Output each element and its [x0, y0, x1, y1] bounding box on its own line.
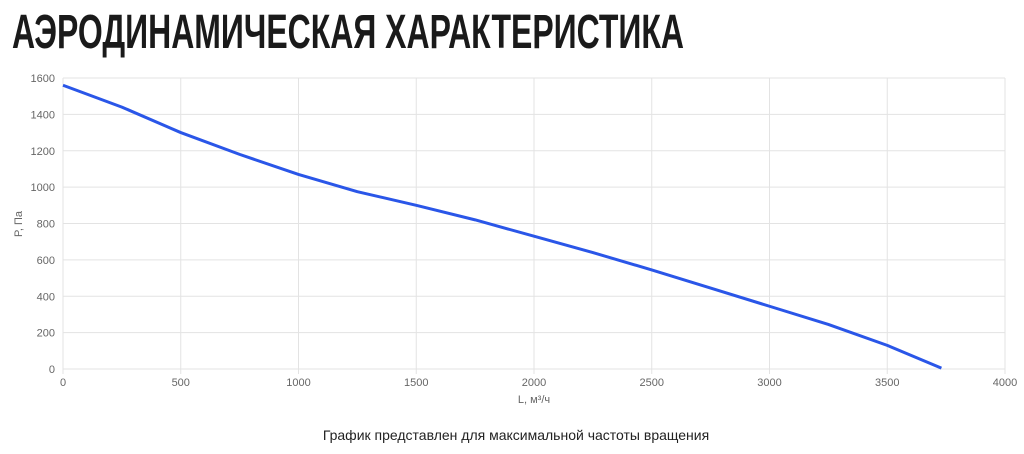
x-tick-label: 4000: [993, 377, 1017, 389]
line: [62, 83, 942, 370]
x-axis-label: L, м³/ч: [518, 394, 550, 406]
y-tick-label: 200: [37, 328, 55, 340]
x-tick-label: 3500: [875, 377, 899, 389]
x-tick-label: 2000: [522, 377, 546, 389]
x-tick-label: 500: [172, 377, 190, 389]
y-tick-label: 1400: [31, 109, 55, 121]
y-tick-label: 600: [37, 255, 55, 267]
x-tick-label: 1500: [404, 377, 428, 389]
x-tick-label: 2500: [640, 377, 664, 389]
y-tick-label: 1600: [31, 73, 55, 85]
y-axis-label: P, Па: [13, 210, 25, 237]
caption: График представлен для максимальной част…: [323, 427, 709, 443]
y-tick-label: 800: [37, 219, 55, 231]
y-tick-label: 400: [37, 291, 55, 303]
y-tick-label: 0: [49, 364, 55, 376]
x-tick-label: 3000: [757, 377, 781, 389]
x-tick-label: 1000: [286, 377, 310, 389]
x-tick-label: 0: [60, 377, 66, 389]
y-tick-label: 1000: [31, 182, 55, 194]
chart-title: АЭРОДИНАМИЧЕСКАЯ ХАРАКТЕРИСТИКА: [12, 6, 684, 59]
y-tick-label: 1200: [31, 146, 55, 158]
